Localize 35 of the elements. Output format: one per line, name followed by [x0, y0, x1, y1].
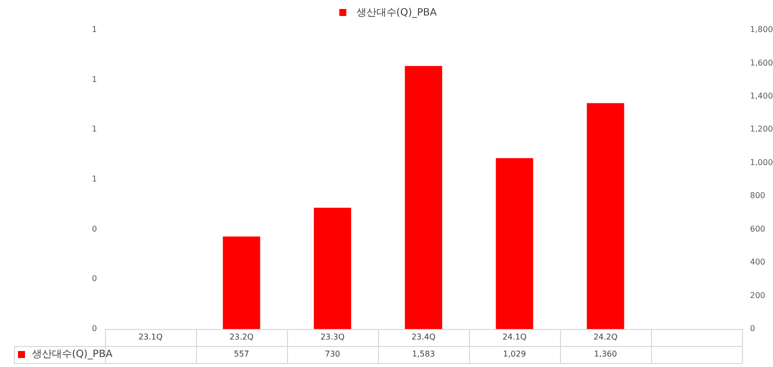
y-tick-label: 0	[92, 324, 97, 334]
y-tick-label: 0	[92, 274, 97, 284]
y2-tick-label: 1,600	[750, 58, 773, 68]
bar	[586, 103, 624, 329]
y2-tick-label: 800	[750, 191, 766, 200]
x-tick-label: 23.3Q	[320, 332, 345, 342]
x-tick-label: 24.2Q	[593, 332, 618, 342]
y2-tick-label: 1,000	[750, 158, 773, 167]
y-tick-label: 0	[92, 224, 97, 234]
data-label: 730	[324, 350, 340, 359]
y-tick-label: 1	[92, 25, 97, 34]
y2-tick-label: 1,400	[750, 92, 773, 101]
bar	[222, 236, 260, 329]
y2-tick-label: 600	[750, 224, 766, 234]
y-tick-label: 1	[92, 174, 97, 184]
y-tick-label: 1	[92, 74, 97, 84]
y-tick-label: 1	[92, 124, 97, 134]
bar	[404, 66, 442, 329]
x-tick-label: 23.2Q	[229, 332, 254, 342]
data-label: 557	[234, 350, 250, 359]
legend-label: 생산대수(Q)_PBA	[356, 8, 437, 19]
y2-tick-label: 0	[750, 324, 756, 334]
y2-tick-label: 1,200	[750, 124, 773, 134]
x-tick-label: 24.1Q	[502, 332, 527, 342]
y2-tick-label: 1,800	[750, 25, 773, 34]
data-label: 1,360	[594, 350, 617, 359]
x-tick-label: 23.1Q	[138, 332, 163, 342]
y2-tick-label: 400	[750, 258, 766, 267]
text: 생산대수(Q)_PBA	[32, 349, 112, 360]
data-label: 1,583	[412, 350, 435, 359]
x-tick-label: 23.4Q	[411, 332, 436, 342]
bar	[314, 208, 352, 329]
y2-tick-label: 200	[750, 290, 766, 300]
bar	[496, 158, 534, 329]
data-label: 1,029	[503, 350, 526, 359]
